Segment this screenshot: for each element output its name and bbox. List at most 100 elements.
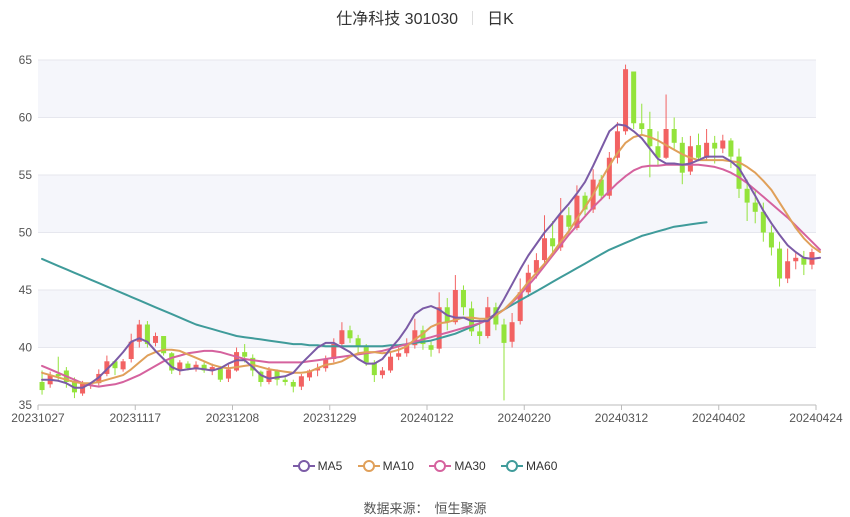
- candle-body: [566, 215, 572, 227]
- candle-body: [331, 344, 337, 359]
- candle: [517, 278, 523, 325]
- candle-body: [785, 261, 791, 279]
- candle-body: [201, 364, 207, 371]
- candle-body: [120, 361, 126, 370]
- y-tick-label: 50: [19, 226, 33, 240]
- candle-body: [631, 71, 637, 124]
- candle-body: [266, 370, 272, 382]
- candle: [282, 377, 288, 386]
- ma30-line: [41, 163, 822, 388]
- candle-body: [574, 195, 580, 228]
- y-tick-label: 55: [19, 168, 33, 182]
- candle-body: [290, 382, 296, 387]
- candle-body: [55, 373, 61, 377]
- candle-body: [469, 308, 475, 332]
- period-label[interactable]: 日K: [487, 11, 514, 28]
- candle-body: [379, 370, 385, 376]
- candle: [290, 379, 296, 393]
- candle-body: [152, 336, 159, 343]
- candle-body: [258, 371, 264, 382]
- candle-body: [777, 248, 783, 279]
- legend-item-ma30[interactable]: MA30: [429, 459, 486, 473]
- candle-body: [185, 363, 191, 369]
- candle-body: [671, 129, 677, 143]
- candle-body: [558, 215, 564, 248]
- candle: [550, 221, 556, 256]
- x-tick-label: 20240312: [595, 411, 649, 425]
- data-source: 数据来源： 恒生聚源: [0, 498, 850, 517]
- x-tick-label: 20231117: [109, 411, 161, 425]
- candle-body: [517, 292, 523, 322]
- candle-body: [752, 202, 758, 212]
- candle: [541, 215, 548, 264]
- x-tick-label: 20231229: [303, 411, 357, 425]
- candle: [298, 373, 304, 391]
- candle: [720, 134, 726, 154]
- candle-body: [169, 353, 175, 371]
- candle: [801, 250, 807, 276]
- candle: [679, 137, 685, 185]
- candle-body: [598, 179, 604, 196]
- candle-body: [712, 142, 718, 149]
- legend-item-ma10[interactable]: MA10: [357, 459, 414, 473]
- candle: [566, 207, 572, 234]
- candle: [201, 362, 207, 373]
- y-tick-label: 60: [19, 111, 33, 125]
- ma10-line: [41, 133, 822, 385]
- candle-body: [606, 157, 612, 196]
- candle: [193, 361, 199, 372]
- candle: [655, 131, 661, 166]
- candle: [177, 360, 183, 376]
- candle: [128, 333, 134, 363]
- candle-body: [161, 336, 167, 354]
- candle: [363, 344, 369, 366]
- candle-body: [768, 232, 774, 248]
- x-tick-label: 20240122: [400, 411, 454, 425]
- legend-item-ma5[interactable]: MA5: [292, 459, 342, 473]
- candle: [428, 341, 434, 357]
- candle: [315, 363, 321, 377]
- ma60-line: [41, 221, 708, 348]
- legend-item-ma60[interactable]: MA60: [501, 459, 557, 473]
- candle-body: [679, 142, 685, 173]
- plot-band: [38, 175, 816, 233]
- candle-body: [452, 290, 458, 323]
- candle-body: [404, 345, 410, 354]
- candle: [469, 301, 475, 336]
- plot-band: [38, 60, 816, 118]
- candle-body: [728, 140, 734, 157]
- y-tick-label: 35: [19, 398, 33, 412]
- candle-body: [533, 260, 539, 273]
- candle-body: [509, 322, 515, 342]
- candle-body: [550, 238, 556, 247]
- candle-body: [371, 362, 377, 376]
- candle: [744, 179, 750, 221]
- candle: [728, 138, 734, 169]
- candle: [39, 370, 45, 395]
- candle: [355, 334, 361, 354]
- candle: [623, 64, 629, 135]
- candle-body: [582, 195, 588, 210]
- x-tick-label: 20240220: [498, 411, 552, 425]
- candle-body: [71, 380, 77, 393]
- candle: [420, 325, 426, 350]
- candle-body: [436, 307, 442, 349]
- candle: [379, 367, 385, 379]
- candle-body: [614, 131, 620, 158]
- candle-body: [339, 330, 345, 345]
- candle: [460, 285, 466, 316]
- candle-body: [655, 146, 661, 158]
- candle-body: [128, 341, 134, 359]
- candle-body: [744, 188, 750, 203]
- candle-body: [355, 338, 361, 347]
- candle-body: [363, 346, 369, 363]
- y-tick-label: 40: [19, 341, 33, 355]
- candle: [785, 248, 791, 284]
- candle-body: [396, 353, 402, 357]
- candle-body: [663, 129, 669, 158]
- candle: [768, 225, 774, 256]
- title-divider: [472, 11, 474, 25]
- candle: [687, 135, 693, 175]
- x-axis: 20231027 20231117 20231208 20231229 20240122…: [11, 404, 843, 425]
